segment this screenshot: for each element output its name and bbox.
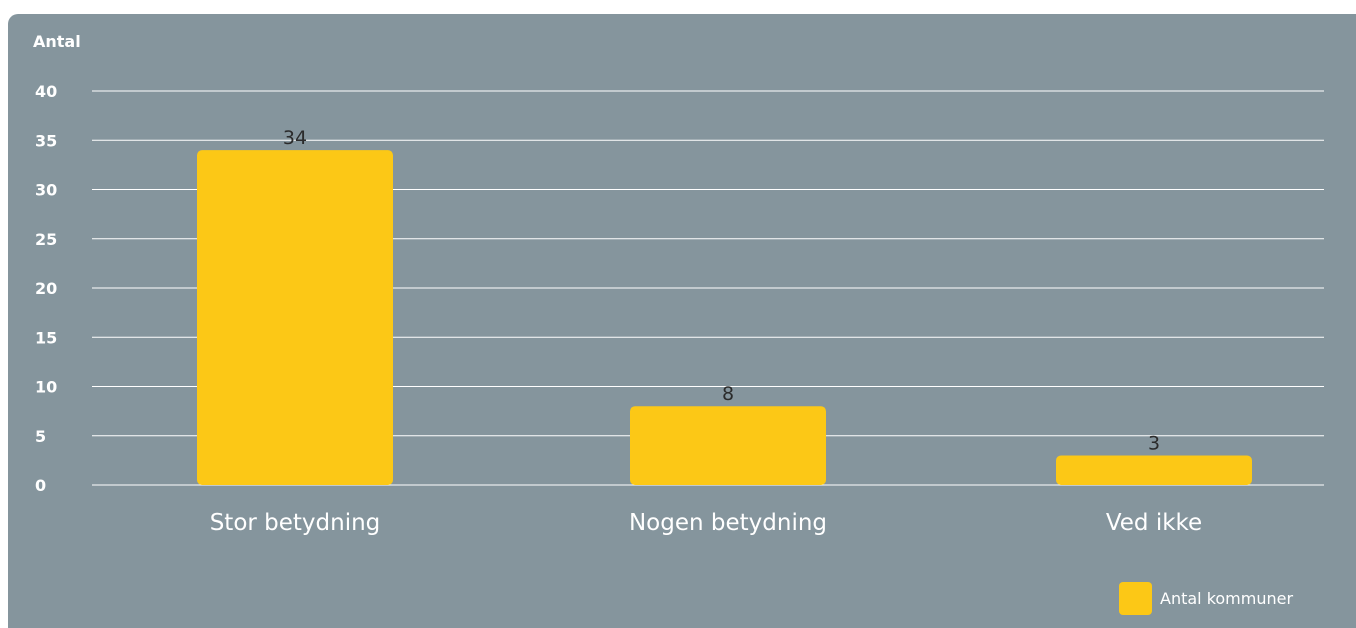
y-tick-label: 15 [35,328,57,347]
chart-panel: Antal 0 5 10 15 20 25 30 35 40 34 8 3 Stor betydni… [8,14,1356,628]
y-tick-label: 25 [35,230,57,249]
x-tick-label: Ved ikke [1106,510,1202,536]
y-tick-label: 35 [35,131,57,150]
data-label: 8 [722,383,734,405]
bars [197,150,1252,485]
y-axis-label: Antal [33,32,81,51]
y-tick-label: 20 [35,279,57,298]
y-tick-label: 0 [35,476,46,495]
x-tick-label: Stor betydning [210,510,381,536]
bar-1 [630,406,826,485]
y-tick-labels: 0 5 10 15 20 25 30 35 40 [35,82,57,495]
bar-chart: Antal 0 5 10 15 20 25 30 35 40 34 8 3 Stor betydni… [33,32,1324,615]
y-tick-label: 30 [35,181,57,200]
legend-swatch [1119,582,1152,615]
data-labels: 34 8 3 [283,127,1160,454]
y-tick-label: 40 [35,82,57,101]
legend-label: Antal kommuner [1160,589,1293,608]
data-label: 3 [1148,432,1160,454]
x-tick-labels: Stor betydning Nogen betydning Ved ikke [210,510,1202,536]
x-tick-label: Nogen betydning [629,510,827,536]
legend: Antal kommuner [1119,582,1293,615]
y-tick-label: 5 [35,427,46,446]
bar-2 [1056,455,1252,485]
y-tick-label: 10 [35,378,57,397]
data-label: 34 [283,127,307,149]
bar-0 [197,150,393,485]
